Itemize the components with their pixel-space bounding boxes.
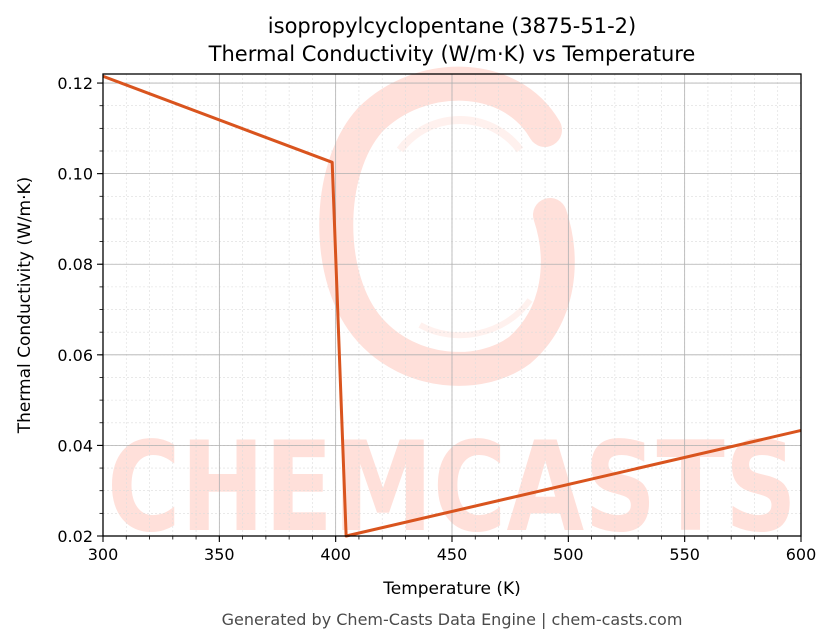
y-tick-label: 0.04 [57,436,93,455]
y-tick-labels: 0.02 0.04 0.06 0.08 0.10 0.12 [57,74,93,546]
x-tick-label: 550 [669,545,700,564]
y-axis-label: Thermal Conductivity (W/m·K) [15,177,35,435]
x-axis-label: Temperature (K) [382,579,521,599]
y-tick-label: 0.10 [57,165,93,184]
chart-title-line-2: Thermal Conductivity (W/m·K) vs Temperat… [208,42,696,66]
y-tick-label: 0.02 [57,527,93,546]
x-tick-label: 500 [553,545,584,564]
y-tick-label: 0.06 [57,346,93,365]
axis-ticks [97,82,802,542]
x-tick-labels: 300 350 400 450 500 550 600 [88,545,817,564]
x-tick-label: 350 [204,545,235,564]
x-tick-label: 400 [320,545,351,564]
watermark-swirl-icon [319,66,575,386]
series-line [102,74,802,538]
y-tick-label: 0.08 [57,255,93,274]
footer-credit: Generated by Chem-Casts Data Engine | ch… [222,610,683,629]
x-tick-label: 450 [437,545,468,564]
x-tick-label: 300 [88,545,119,564]
y-tick-label: 0.12 [57,74,93,93]
chart-title-line-1: isopropylcyclopentane (3875-51-2) [268,14,636,38]
x-tick-label: 600 [786,545,817,564]
